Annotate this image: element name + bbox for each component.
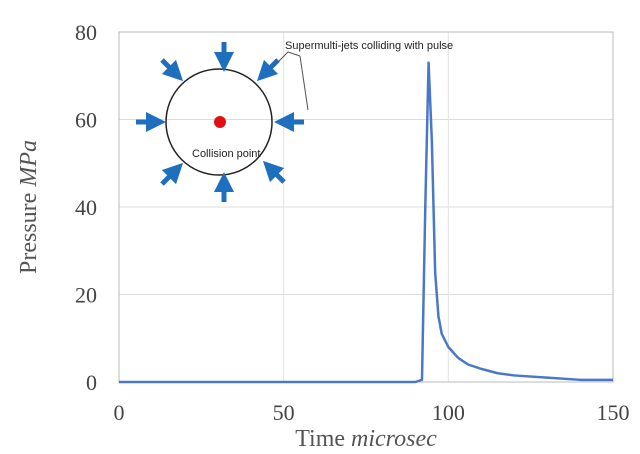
arrow bbox=[262, 160, 286, 184]
leader-line bbox=[273, 51, 301, 67]
plot bbox=[119, 61, 613, 384]
arrow bbox=[160, 162, 184, 186]
x-tick-label: 0 bbox=[114, 400, 125, 425]
arrow bbox=[256, 58, 280, 82]
x-tick-label: 50 bbox=[273, 400, 295, 425]
grid bbox=[118, 31, 614, 383]
arrow bbox=[160, 58, 184, 82]
y-tick-label: 40 bbox=[75, 195, 97, 220]
y-axis-unit: MPa bbox=[16, 140, 42, 188]
x-tick-label: 150 bbox=[597, 400, 630, 425]
collision-point bbox=[214, 116, 226, 128]
x-axis-title: Time microsec bbox=[295, 426, 437, 452]
inset-diagram bbox=[136, 42, 304, 202]
annotation: Collision point bbox=[192, 148, 260, 160]
y-tick-label: 0 bbox=[86, 370, 97, 395]
y-tick-label: 20 bbox=[75, 283, 97, 308]
y-axis-label: Pressure bbox=[16, 193, 42, 274]
data-line bbox=[119, 61, 613, 384]
y-tick-label: 80 bbox=[75, 20, 97, 45]
leader-line bbox=[299, 55, 309, 111]
x-tick-label: 100 bbox=[432, 400, 465, 425]
annotation: Supermulti-jets colliding with pulse bbox=[285, 40, 453, 52]
x-axis-label: Time bbox=[295, 426, 345, 452]
y-tick-label: 60 bbox=[75, 108, 97, 133]
y-axis-title: Pressure MPa bbox=[16, 140, 42, 274]
x-axis-unit: microsec bbox=[351, 426, 437, 452]
